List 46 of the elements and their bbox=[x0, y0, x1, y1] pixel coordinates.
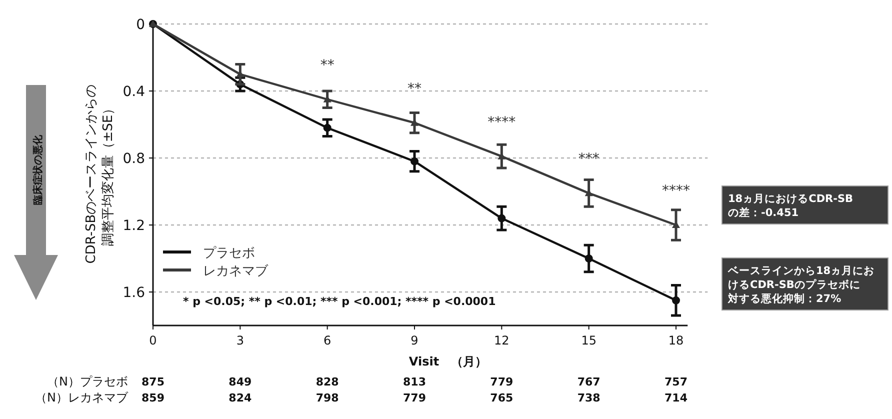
y-tick-label: 1.6 bbox=[122, 285, 146, 301]
point bbox=[498, 214, 506, 222]
x-tick-label: 15 bbox=[581, 334, 596, 348]
text: 824 bbox=[228, 392, 252, 404]
x-tick-label: 3 bbox=[236, 334, 244, 348]
text: 828 bbox=[316, 376, 339, 388]
point bbox=[410, 157, 418, 166]
legend-label: プラセボ bbox=[203, 246, 255, 261]
annotation: **** bbox=[488, 114, 516, 130]
y-tick-label: 1.2 bbox=[122, 218, 145, 234]
x-axis-title: Visit （月） bbox=[408, 354, 488, 368]
text: 849 bbox=[228, 376, 252, 388]
annotation: * p <0.05; ** p <0.01; *** p <0.001; **** p <0.0001 bbox=[183, 295, 496, 308]
x-tick-label: 0 bbox=[149, 334, 157, 348]
text: 779 bbox=[403, 392, 426, 404]
x-tick-label: 18 bbox=[668, 334, 684, 348]
annotation: *** bbox=[578, 151, 600, 168]
annotation: **** bbox=[662, 183, 690, 199]
point bbox=[584, 254, 593, 262]
x-tick-label: 12 bbox=[494, 334, 510, 348]
text: ベースラインから18ヵ月におけるCDR-SBのプラセボに対する悪化抑制：27% bbox=[727, 265, 875, 305]
point bbox=[672, 296, 680, 304]
text: 859 bbox=[142, 392, 164, 404]
text: 18ヵ月におけるCDR-SBの差：-0.451 bbox=[728, 193, 854, 219]
y-tick-label: 0.4 bbox=[122, 84, 146, 100]
text: 714 bbox=[664, 392, 688, 404]
y-tick-label: 0.8 bbox=[122, 151, 145, 167]
text: 798 bbox=[316, 392, 339, 404]
text: 779 bbox=[490, 376, 514, 388]
text: 738 bbox=[577, 392, 600, 404]
text: 767 bbox=[577, 376, 600, 388]
text: 813 bbox=[403, 376, 426, 388]
point bbox=[323, 124, 332, 132]
y-tick-label: 0 bbox=[136, 17, 145, 33]
text: 875 bbox=[142, 376, 164, 388]
annotation: ** bbox=[408, 80, 422, 97]
y-axis-title: CDR-SBのベースラインからの調整平均変化量（±SE） bbox=[84, 84, 116, 264]
text: 臨床症状の悪化 bbox=[32, 134, 44, 205]
text: （N）レカネマブ bbox=[35, 390, 129, 404]
text: 757 bbox=[664, 376, 688, 388]
text: 765 bbox=[490, 392, 514, 404]
x-tick-label: 6 bbox=[324, 334, 332, 348]
text: （N）プラセボ bbox=[47, 374, 128, 388]
x-tick-label: 9 bbox=[410, 334, 418, 348]
annotation: ** bbox=[320, 57, 334, 74]
legend-label: レカネマブ bbox=[203, 264, 269, 279]
